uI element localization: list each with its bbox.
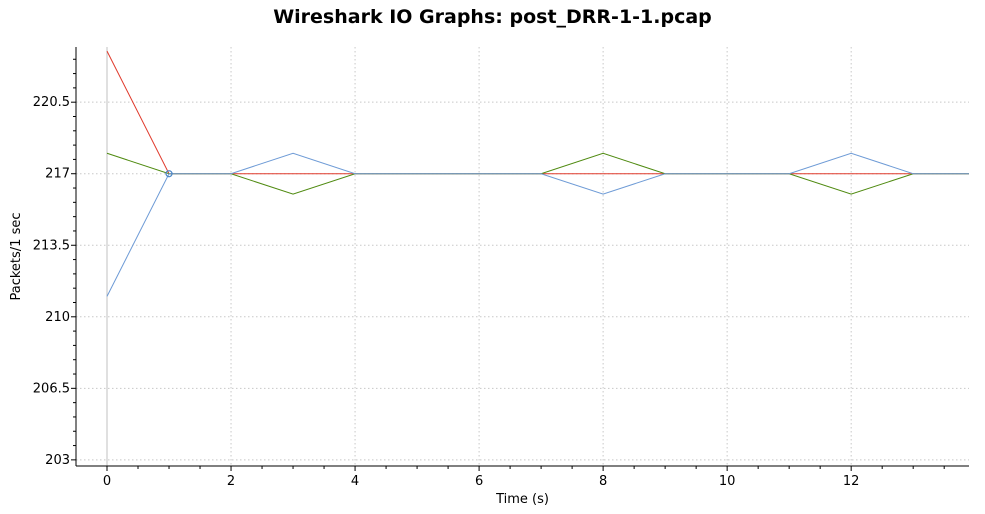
x-tick-label: 8 — [599, 474, 607, 489]
y-tick-label: 217 — [45, 167, 70, 182]
labels: 0 2 4 6 8 10 12 203 206.5 210 213.5 217 220.5 Time (s… — [9, 95, 859, 507]
x-tick-label: 12 — [843, 474, 860, 489]
y-axis-label: Packets/1 sec — [9, 212, 24, 300]
x-tick-label: 0 — [103, 474, 111, 489]
grid — [76, 47, 969, 466]
selected-point-marker — [165, 170, 173, 178]
x-axis-label: Time (s) — [495, 492, 549, 507]
x-tick-label: 4 — [351, 474, 359, 489]
x-tick-label: 10 — [719, 474, 736, 489]
x-tick-label: 2 — [227, 474, 235, 489]
series-line-1 — [106, 50, 969, 175]
y-tick-label: 206.5 — [33, 381, 70, 396]
series-layer — [106, 50, 969, 297]
series-line-3 — [106, 152, 969, 297]
y-tick-label: 220.5 — [33, 95, 70, 110]
axes — [71, 47, 969, 471]
y-tick-label: 203 — [45, 453, 70, 468]
y-tick-label: 210 — [45, 310, 70, 325]
y-tick-label: 213.5 — [33, 238, 70, 253]
x-tick-label: 6 — [475, 474, 483, 489]
chart-title: Wireshark IO Graphs: post_DRR-1-1.pcap — [273, 6, 712, 28]
